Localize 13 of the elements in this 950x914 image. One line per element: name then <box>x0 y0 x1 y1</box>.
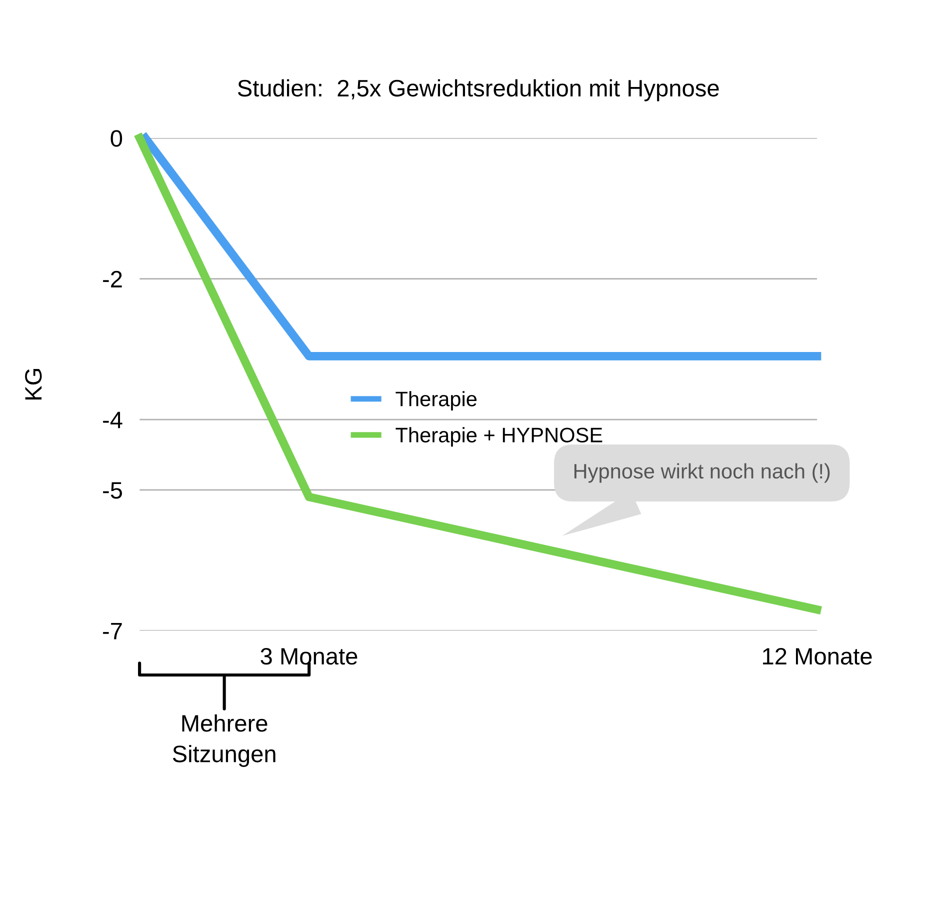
text: Mehrere Sitzungen <box>172 714 276 767</box>
x-tick-label: 12 Monate <box>763 648 872 665</box>
chart-title: Studien: 2,5x Gewichtsreduktion mit Hypnose <box>238 79 719 102</box>
x-tick-label: 3 Monate <box>260 648 358 665</box>
y-tick-label: -7 <box>103 622 122 640</box>
y-tick-label: -4 <box>103 412 122 428</box>
y-tick-label: -2 <box>103 270 122 288</box>
y-axis-title: KG <box>25 369 42 400</box>
y-tick-label: -5 <box>103 482 122 499</box>
y-tick-label: 0 <box>110 130 122 147</box>
annotation: Hypnose wirkt noch nach (!) <box>574 463 830 483</box>
legend-label: Therapie + HYPNOSE <box>396 427 602 447</box>
legend-label: Therapie <box>396 391 477 410</box>
